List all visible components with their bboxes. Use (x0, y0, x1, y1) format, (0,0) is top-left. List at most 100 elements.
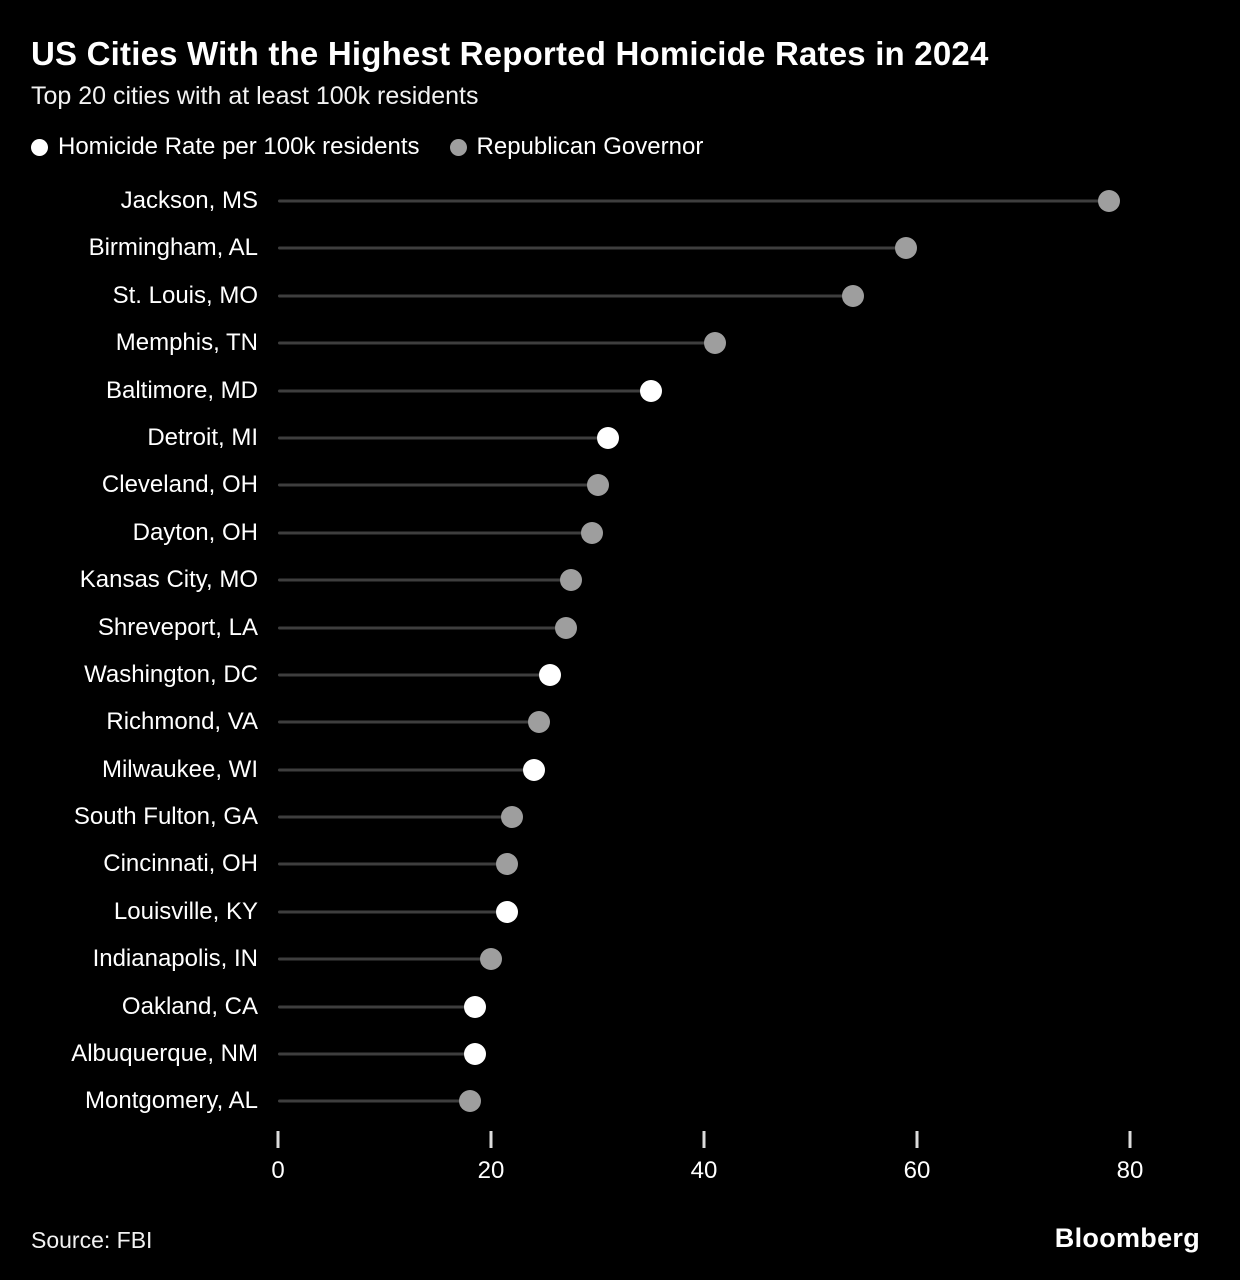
chart-row: Birmingham, AL (31, 225, 1200, 272)
dot-homicide-rate (597, 426, 620, 449)
dot-republican-governor (458, 1090, 481, 1113)
lollipop-stem (278, 1099, 470, 1103)
chart-row: Shreveport, LA (31, 604, 1200, 651)
lollipop-stem (278, 578, 571, 582)
city-label: St. Louis, MO (112, 281, 258, 309)
lollipop-track (278, 462, 1130, 509)
lollipop-track (278, 841, 1130, 888)
legend-label: Republican Governor (476, 133, 704, 161)
lollipop-stem (278, 673, 550, 677)
chart-row: Kansas City, MO (31, 556, 1200, 603)
dot-republican-governor (501, 806, 524, 829)
plot-area: Jackson, MS Birmingham, AL St. Louis, MO Me… (31, 177, 1200, 1125)
dot-homicide-rate (464, 1043, 487, 1066)
chart-row: Milwaukee, WI (31, 746, 1200, 793)
dot-homicide-rate (464, 995, 487, 1018)
lollipop-stem (278, 720, 539, 724)
city-label: Memphis, TN (115, 329, 258, 357)
lollipop-track (278, 699, 1130, 746)
x-axis-spacer (31, 1131, 278, 1189)
lollipop-track (278, 888, 1130, 935)
lollipop-track (278, 414, 1130, 461)
dot-republican-governor (586, 474, 609, 497)
lollipop-stem (278, 246, 907, 250)
city-label: Oakland, CA (121, 992, 258, 1020)
legend-dot-icon (31, 138, 48, 156)
x-axis-tick-label: 20 (477, 1157, 505, 1185)
city-label: Jackson, MS (120, 186, 258, 214)
dot-republican-governor (495, 853, 518, 876)
chart-row: Montgomery, AL (31, 1078, 1200, 1125)
source-label: Source: FBI (31, 1227, 153, 1253)
chart-title: US Cities With the Highest Reported Homi… (31, 35, 989, 72)
legend-dot-icon (449, 138, 467, 156)
legend-item-republican_governor: Republican Governor (449, 133, 704, 161)
chart-row: Louisville, KY (31, 888, 1200, 935)
chart-row: Richmond, VA (31, 699, 1200, 746)
lollipop-track (278, 272, 1130, 319)
chart-row: Detroit, MI (31, 414, 1200, 461)
city-label: Shreveport, LA (97, 613, 258, 641)
dot-republican-governor (554, 616, 577, 639)
city-label: Detroit, MI (147, 423, 258, 451)
chart-row: South Fulton, GA (31, 793, 1200, 840)
lollipop-stem (278, 436, 609, 440)
x-axis-tick (276, 1131, 280, 1149)
lollipop-stem (278, 862, 507, 866)
city-label: Baltimore, MD (105, 376, 258, 404)
x-axis-tick (702, 1131, 706, 1149)
lollipop-stem (278, 341, 715, 345)
lollipop-stem (278, 531, 593, 535)
dot-republican-governor (703, 332, 726, 355)
lollipop-stem (278, 294, 854, 298)
dot-republican-governor (1097, 189, 1120, 212)
city-label: Washington, DC (84, 660, 258, 688)
city-label: South Fulton, GA (73, 803, 258, 831)
dot-homicide-rate (538, 663, 561, 686)
lollipop-stem (278, 1052, 476, 1056)
dot-republican-governor (842, 284, 865, 307)
lollipop-stem (278, 910, 507, 914)
x-axis-tick-label: 40 (690, 1157, 718, 1185)
legend-label: Homicide Rate per 100k residents (58, 133, 420, 161)
dot-homicide-rate (639, 379, 662, 402)
lollipop-track (278, 604, 1130, 651)
city-label: Birmingham, AL (88, 234, 258, 262)
bloomberg-logo: Bloomberg (1054, 1223, 1200, 1253)
footer: Source: FBI Bloomberg (31, 1223, 1200, 1254)
chart-row: Jackson, MS (31, 177, 1200, 224)
x-axis-tick-label: 60 (903, 1157, 931, 1185)
lollipop-stem (278, 626, 566, 629)
lollipop-track (278, 793, 1130, 840)
lollipop-track (278, 177, 1130, 224)
lollipop-track (278, 746, 1130, 793)
x-axis-tick-label: 0 (271, 1157, 285, 1185)
city-label: Dayton, OH (132, 518, 258, 546)
lollipop-stem (278, 483, 598, 487)
chart-row: Indianapolis, IN (31, 936, 1200, 983)
dot-homicide-rate (495, 900, 518, 923)
dot-republican-governor (527, 711, 550, 734)
chart-row: Memphis, TN (31, 319, 1200, 366)
legend: Homicide Rate per 100k residents Republic… (31, 133, 1200, 161)
lollipop-stem (278, 389, 651, 393)
dot-homicide-rate (522, 758, 545, 781)
chart-subtitle: Top 20 cities with at least 100k residen… (31, 82, 479, 111)
city-label: Cleveland, OH (101, 471, 258, 499)
x-axis-tick (1128, 1131, 1132, 1149)
dot-republican-governor (480, 948, 502, 971)
city-label: Richmond, VA (106, 708, 258, 736)
lollipop-stem (278, 199, 1109, 203)
city-label: Indianapolis, IN (92, 945, 258, 973)
legend-item-homicide_rate: Homicide Rate per 100k residents (31, 133, 420, 161)
city-label: Montgomery, AL (85, 1087, 258, 1115)
chart-row: Cincinnati, OH (31, 841, 1200, 888)
lollipop-track (278, 225, 1130, 272)
x-axis-tick (915, 1131, 919, 1149)
chart-row: Albuquerque, NM (31, 1030, 1200, 1077)
lollipop-track (278, 983, 1130, 1030)
lollipop-track (278, 651, 1130, 698)
city-label: Milwaukee, WI (101, 755, 258, 783)
lollipop-track (278, 509, 1130, 556)
